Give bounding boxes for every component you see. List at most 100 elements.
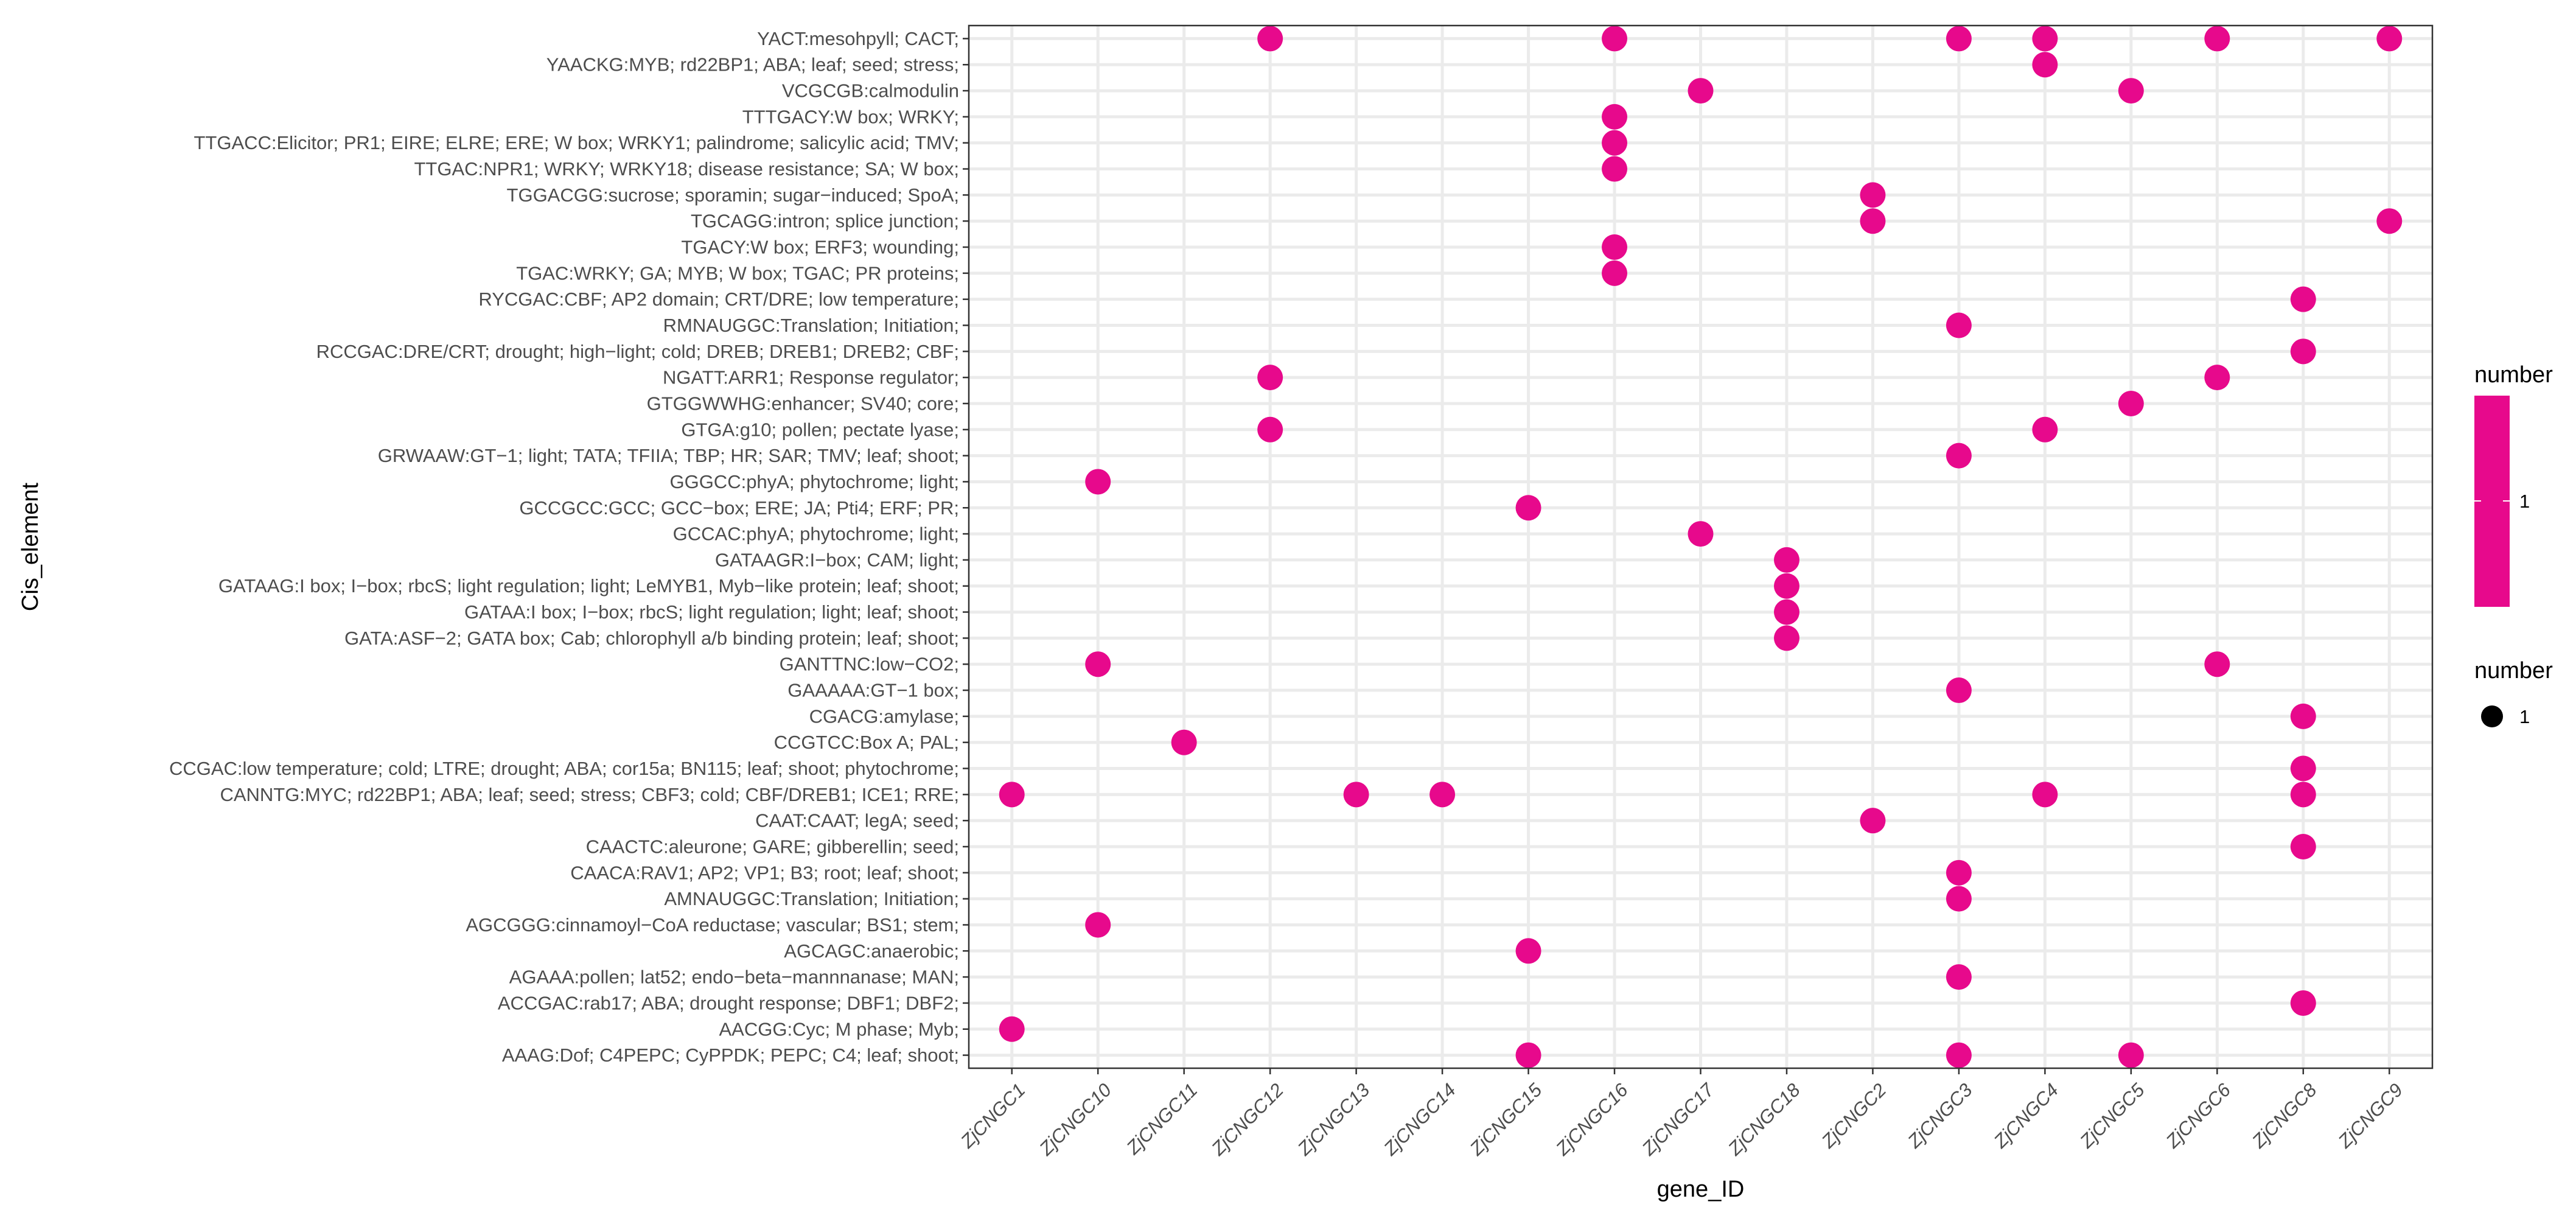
data-point (1860, 808, 1886, 834)
y-tick-label: GANTTNC:low−CO2; (780, 654, 959, 675)
data-point (1946, 859, 1972, 886)
y-tick-label: TGAC:WRKY; GA; MYB; W box; TGAC; PR prot… (516, 262, 959, 284)
legend-size-key (2481, 705, 2503, 727)
y-axis-ticks: YACT:mesohpyll; CACT; YAACKG:MYB; rd22BP1… (169, 28, 969, 1066)
data-point (999, 782, 1025, 808)
y-tick-label: AGAAA:pollen; lat52; endo−beta−mannnanas… (509, 967, 959, 988)
data-point (1946, 26, 1972, 52)
data-point (2290, 338, 2316, 365)
y-tick-label: NGATT:ARR1; Response regulator; (663, 367, 959, 388)
y-tick-label: GCCGCC:GCC; GCC−box; ERE; JA; Pti4; ERF;… (519, 497, 959, 519)
legend-size-title: number (2474, 658, 2553, 684)
y-tick-label: CAACA:RAV1; AP2; VP1; B3; root; leaf; sh… (570, 862, 959, 883)
points-layer (999, 26, 2403, 1068)
y-tick-label: VCGCGB:calmodulin (782, 80, 959, 102)
data-point (999, 1016, 1025, 1042)
y-tick-label: CAAT:CAAT; legA; seed; (755, 810, 959, 831)
data-point (2204, 651, 2230, 677)
legend-color-label: 1 (2519, 491, 2530, 512)
legend: number 1 number 1 (2474, 362, 2553, 727)
data-point (2118, 78, 2144, 104)
y-tick-label: CCGAC:low temperature; cold; LTRE; droug… (169, 758, 959, 779)
data-point (1773, 573, 1799, 599)
data-point (1257, 416, 1283, 443)
y-tick-label: GAAAAA:GT−1 box; (787, 680, 959, 701)
data-point (1171, 729, 1197, 755)
data-point (2290, 703, 2316, 729)
data-point (1429, 782, 1456, 808)
data-point (1085, 912, 1111, 938)
data-point (1602, 26, 1628, 52)
y-tick-label: RCCGAC:DRE/CRT; drought; high−light; col… (316, 341, 959, 362)
data-point (2290, 755, 2316, 782)
legend-color-title: number (2474, 362, 2553, 388)
data-point (1860, 182, 1886, 208)
y-tick-label: GATAAG:I box; I−box; rbcS; light regulat… (218, 575, 959, 597)
y-tick-label: RYCGAC:CBF; AP2 domain; CRT/DRE; low tem… (478, 289, 959, 310)
data-point (2118, 1042, 2144, 1068)
x-axis-title: gene_ID (1657, 1177, 1745, 1202)
data-point (2204, 26, 2230, 52)
y-tick-label: AMNAUGGC:Translation; Initiation; (664, 888, 959, 909)
y-tick-label: AAAG:Dof; C4PEPC; CyPPDK; PEPC; C4; leaf… (502, 1044, 959, 1066)
data-point (1343, 782, 1369, 808)
y-tick-label: CAACTC:aleurone; GARE; gibberellin; seed… (586, 836, 959, 857)
data-point (1946, 1042, 1972, 1068)
legend-size-label: 1 (2519, 706, 2530, 727)
data-point (2290, 286, 2316, 312)
grid-layer (969, 26, 2432, 1068)
y-tick-label: TGACY:W box; ERF3; wounding; (681, 237, 959, 258)
data-point (1602, 130, 1628, 156)
data-point (1257, 365, 1283, 391)
data-point (1688, 78, 1714, 104)
data-point (2032, 416, 2058, 443)
data-point (2118, 390, 2144, 416)
data-point (1085, 651, 1111, 677)
y-tick-label: GATAAGR:I−box; CAM; light; (715, 549, 959, 570)
y-tick-label: AGCGGG:cinnamoyl−CoA reductase; vascular… (466, 914, 959, 936)
data-point (1515, 938, 1541, 964)
y-tick-label: GCCAC:phyA; phytochrome; light; (673, 523, 959, 545)
data-point (1515, 1042, 1541, 1068)
data-point (1515, 495, 1541, 521)
data-point (1602, 234, 1628, 261)
y-tick-label: YACT:mesohpyll; CACT; (757, 28, 959, 49)
y-tick-label: TTTGACY:W box; WRKY; (742, 106, 959, 127)
y-tick-label: GATAA:I box; I−box; rbcS; light regulati… (464, 601, 959, 623)
y-tick-label: RMNAUGGC:Translation; Initiation; (663, 315, 959, 336)
y-tick-label: GRWAAW:GT−1; light; TATA; TFIIA; TBP; HR… (378, 445, 959, 466)
data-point (1946, 964, 1972, 990)
data-point (1773, 547, 1799, 573)
data-point (2290, 782, 2316, 808)
data-point (2290, 990, 2316, 1016)
data-point (1946, 886, 1972, 912)
data-point (1946, 443, 1972, 469)
data-point (2032, 52, 2058, 78)
data-point (2376, 208, 2403, 234)
data-point (2032, 782, 2058, 808)
data-point (1860, 208, 1886, 234)
y-tick-label: TGGACGG:sucrose; sporamin; sugar−induced… (507, 184, 959, 206)
y-tick-label: AGCAGC:anaerobic; (784, 940, 959, 962)
y-tick-label: GGGCC:phyA; phytochrome; light; (669, 471, 959, 492)
y-tick-label: CGACG:amylase; (809, 705, 959, 727)
y-tick-label: CANNTG:MYC; rd22BP1; ABA; leaf; seed; st… (220, 784, 959, 805)
y-axis-title: Cis_element (18, 482, 43, 611)
y-tick-label: GTGGWWHG:enhancer; SV40; core; (647, 393, 959, 414)
data-point (2032, 26, 2058, 52)
y-tick-label: GATA:ASF−2; GATA box; Cab; chlorophyll a… (344, 628, 959, 649)
data-point (2376, 26, 2403, 52)
y-tick-label: GTGA:g10; pollen; pectate lyase; (681, 419, 959, 440)
data-point (1946, 677, 1972, 704)
data-point (1688, 521, 1714, 547)
data-point (1602, 156, 1628, 182)
data-point (1773, 599, 1799, 625)
data-point (1085, 469, 1111, 495)
data-point (1946, 312, 1972, 338)
y-tick-label: AACGG:Cyc; M phase; Myb; (719, 1018, 960, 1040)
data-point (1602, 260, 1628, 286)
y-tick-label: TTGACC:Elicitor; PR1; EIRE; ELRE; ERE; W… (194, 132, 959, 153)
data-point (1602, 103, 1628, 130)
